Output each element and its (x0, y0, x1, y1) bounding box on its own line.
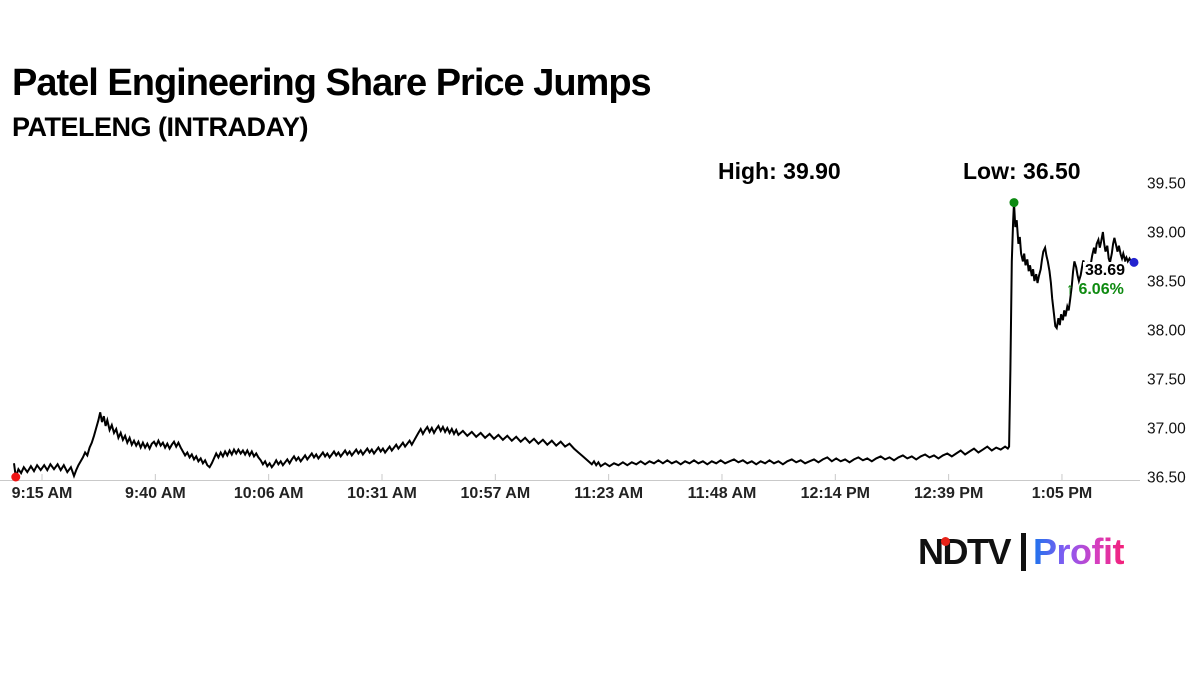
last-price-label: 38.69 (1083, 262, 1128, 280)
y-axis-label: 37.50 (1147, 372, 1186, 389)
low-marker-dot (11, 472, 21, 482)
logo-divider (1021, 533, 1026, 571)
ndtv-red-dot-icon (941, 537, 950, 546)
price-line (13, 202, 1135, 479)
low-annotation: Low: 36.50 (963, 158, 1081, 184)
ndtv-text: NDTV (918, 531, 1012, 572)
x-axis-label: 10:31 AM (347, 485, 417, 502)
y-axis-label: 38.00 (1147, 323, 1186, 340)
y-axis-label: 38.50 (1147, 274, 1186, 291)
x-axis-label: 1:05 PM (1031, 485, 1093, 502)
y-axis-label: 36.50 (1147, 470, 1186, 487)
ticker-subtitle: PATELENG (INTRADAY) (12, 112, 309, 142)
x-axis-labels: 9:15 AM 9:40 AM 10:06 AM 10:31 AM 10:57 AM 11… (0, 485, 1200, 507)
x-axis-label: 12:39 PM (913, 485, 984, 502)
x-axis-label: 10:06 AM (233, 485, 304, 502)
x-axis-label: 11:23 AM (574, 485, 644, 502)
change-percent-label: ↑ 6.06% (1066, 281, 1124, 298)
y-axis-label: 37.00 (1147, 421, 1186, 438)
page-title: Patel Engineering Share Price Jumps (12, 62, 652, 104)
high-annotation: High: 39.90 (718, 158, 841, 184)
y-axis-label: 39.50 (1147, 176, 1186, 193)
last-marker-dot (1129, 257, 1139, 267)
high-marker-dot (1009, 198, 1019, 208)
ndtv-profit-logo: NDTV Profit (918, 531, 1125, 573)
x-axis-label: 9:40 AM (124, 485, 186, 502)
ndtv-wordmark: NDTV (918, 531, 1012, 573)
x-axis-label: 12:14 PM (800, 485, 870, 502)
profit-wordmark: Profit (1033, 531, 1125, 572)
x-axis-label: 10:57 AM (460, 485, 531, 502)
y-axis-label: 39.00 (1147, 225, 1186, 242)
x-axis-label: 9:15 AM (11, 485, 73, 502)
x-axis-label: 11:48 AM (687, 485, 757, 502)
